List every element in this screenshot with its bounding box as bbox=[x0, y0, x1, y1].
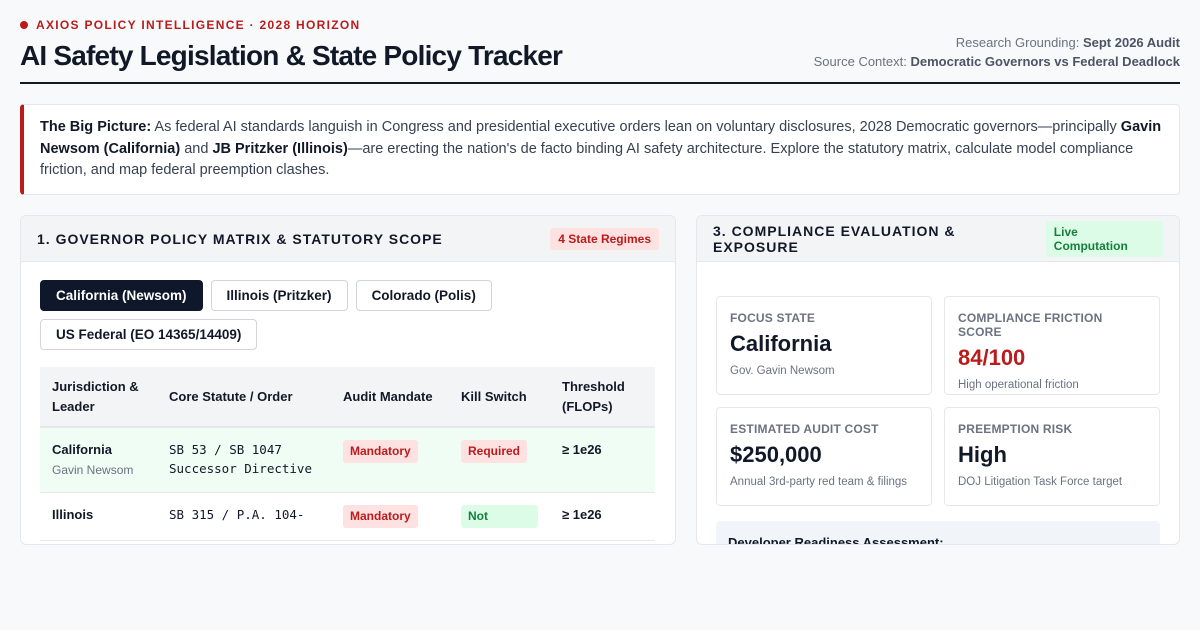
context-label: Source Context: bbox=[813, 54, 907, 69]
cell-audit: Mandatory bbox=[331, 492, 449, 541]
tab-california[interactable]: California (Newsom) bbox=[40, 280, 203, 311]
audit-badge: Mandatory bbox=[343, 440, 418, 463]
cell-audit: Mandatory bbox=[331, 427, 449, 493]
col-audit: Audit Mandate bbox=[331, 367, 449, 428]
cell-threshold: ≥ 1e26 bbox=[550, 427, 655, 493]
tab-us-federal[interactable]: US Federal (EO 14365/14409) bbox=[40, 319, 258, 350]
card-label: ESTIMATED AUDIT COST bbox=[730, 422, 879, 436]
card-label: FOCUS STATE bbox=[730, 311, 816, 325]
research-grounding: Research Grounding: Sept 2026 Audit bbox=[814, 33, 1180, 52]
col-kill-switch: Kill Switch bbox=[449, 367, 550, 428]
developer-readiness-assessment: Developer Readiness Assessment: bbox=[716, 521, 1160, 544]
grounding-label: Research Grounding: bbox=[955, 35, 1080, 50]
table-header-row: Jurisdiction & Leader Core Statute / Ord… bbox=[40, 367, 655, 428]
card-value: High bbox=[958, 442, 1007, 467]
state-regimes-badge: 4 State Regimes bbox=[550, 227, 659, 250]
card-value: 84/100 bbox=[958, 345, 1026, 370]
page-title: AI Safety Legislation & State Policy Tra… bbox=[20, 40, 563, 71]
big-picture-text-1: As federal AI standards languish in Cong… bbox=[151, 119, 1121, 135]
jurisdiction-name: Illinois bbox=[52, 507, 94, 522]
col-jurisdiction: Jurisdiction & Leader bbox=[40, 367, 157, 428]
cell-kill-switch: Required bbox=[449, 427, 550, 493]
status-dot-icon bbox=[20, 21, 28, 29]
card-subtext: Gov. Gavin Newsom bbox=[730, 365, 835, 377]
card-value: California bbox=[730, 331, 832, 356]
cell-kill-switch: Not bbox=[449, 492, 550, 541]
cell-jurisdiction: California Gavin Newsom bbox=[40, 427, 157, 493]
card-value: $250,000 bbox=[730, 442, 822, 467]
matrix-panel-header: 1. GOVERNOR POLICY MATRIX & STATUTORY SC… bbox=[21, 216, 675, 262]
cell-jurisdiction: Illinois bbox=[40, 492, 157, 541]
context-value: Democratic Governors vs Federal Deadlock bbox=[910, 54, 1180, 69]
compliance-panel-title: 3. COMPLIANCE EVALUATION & EXPOSURE bbox=[713, 222, 956, 255]
tab-illinois[interactable]: Illinois (Pritzker) bbox=[210, 280, 348, 311]
source-context: Source Context: Democratic Governors vs … bbox=[814, 52, 1180, 71]
table-row[interactable]: Illinois SB 315 / P.A. 104- Mandatory No… bbox=[40, 492, 655, 541]
jurisdiction-tabs: California (Newsom) Illinois (Pritzker) … bbox=[40, 280, 660, 350]
page-header: AXIOS POLICY INTELLIGENCE · 2028 HORIZON… bbox=[20, 16, 1180, 84]
jurisdiction-name: California bbox=[52, 442, 112, 457]
col-threshold: Threshold (FLOPs) bbox=[550, 367, 655, 428]
big-picture-name-2: JB Pritzker (Illinois) bbox=[212, 140, 348, 157]
audit-badge: Mandatory bbox=[343, 505, 418, 528]
preemption-risk-card: PREEMPTION RISK High DOJ Litigation Task… bbox=[944, 407, 1160, 506]
tab-colorado[interactable]: Colorado (Polis) bbox=[355, 280, 492, 311]
card-subtext: High operational friction bbox=[958, 379, 1079, 391]
governor-policy-matrix-panel: 1. GOVERNOR POLICY MATRIX & STATUTORY SC… bbox=[20, 215, 676, 545]
table-row[interactable]: California Gavin Newsom SB 53 / SB 1047 S… bbox=[40, 427, 655, 493]
live-computation-badge: Live Computation bbox=[1045, 220, 1163, 257]
big-picture-text-2: and bbox=[180, 140, 213, 157]
compliance-panel-header: 3. COMPLIANCE EVALUATION & EXPOSURE Live… bbox=[697, 216, 1179, 262]
big-picture-callout: The Big Picture: As federal AI standards… bbox=[20, 104, 1180, 195]
card-label: PREEMPTION RISK bbox=[958, 422, 1073, 436]
friction-score-card: COMPLIANCE FRICTION SCORE 84/100 High op… bbox=[944, 296, 1160, 395]
cell-statute: SB 315 / P.A. 104- bbox=[157, 492, 331, 541]
compliance-evaluation-panel: 3. COMPLIANCE EVALUATION & EXPOSURE Live… bbox=[696, 215, 1180, 545]
eyebrow-text: AXIOS POLICY INTELLIGENCE · 2028 HORIZON bbox=[36, 18, 361, 32]
grounding-value: Sept 2026 Audit bbox=[1082, 35, 1180, 50]
policy-matrix-table: Jurisdiction & Leader Core Statute / Ord… bbox=[40, 367, 655, 541]
header-meta: Research Grounding: Sept 2026 Audit Sour… bbox=[814, 33, 1180, 71]
eyebrow: AXIOS POLICY INTELLIGENCE · 2028 HORIZON bbox=[20, 18, 1180, 32]
cell-statute: SB 53 / SB 1047 Successor Directive bbox=[157, 427, 331, 493]
kill-switch-badge: Required bbox=[461, 440, 528, 463]
big-picture-text-3: —are erecting the nation's de facto bind… bbox=[40, 140, 1134, 179]
big-picture-lead: The Big Picture: bbox=[40, 119, 152, 135]
metric-cards: FOCUS STATE California Gov. Gavin Newsom… bbox=[716, 296, 1160, 506]
kill-switch-badge: Not bbox=[461, 505, 538, 528]
cell-threshold: ≥ 1e26 bbox=[550, 492, 655, 541]
card-subtext: Annual 3rd-party red team & filings bbox=[730, 476, 908, 488]
big-picture-name-1: Gavin Newsom (California) bbox=[40, 119, 1162, 157]
audit-cost-card: ESTIMATED AUDIT COST $250,000 Annual 3rd… bbox=[716, 407, 932, 506]
col-statute: Core Statute / Order bbox=[157, 367, 331, 428]
matrix-panel-title: 1. GOVERNOR POLICY MATRIX & STATUTORY SC… bbox=[37, 230, 443, 247]
card-label: COMPLIANCE FRICTION SCORE bbox=[958, 311, 1103, 339]
focus-state-card: FOCUS STATE California Gov. Gavin Newsom bbox=[716, 296, 932, 395]
leader-name: Gavin Newsom bbox=[52, 463, 134, 477]
card-subtext: DOJ Litigation Task Force target bbox=[958, 476, 1123, 488]
